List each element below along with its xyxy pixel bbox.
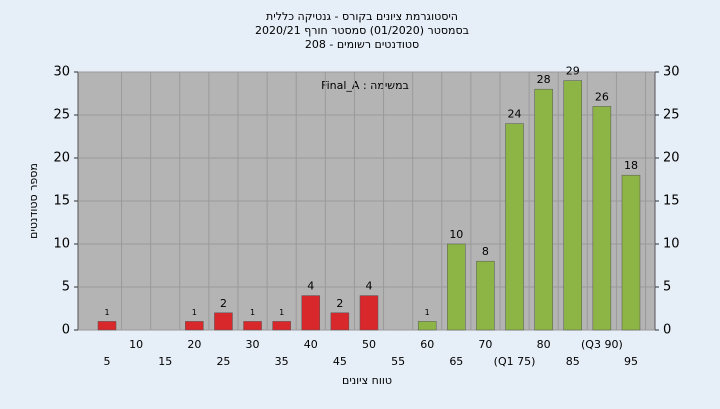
data-label: 18 <box>624 159 638 172</box>
chart-subtitle: סטודנטים רשומים - 208 <box>305 38 419 51</box>
data-label: 1 <box>104 308 109 317</box>
y-tick-label: 25 <box>53 108 70 123</box>
data-label: 2 <box>336 297 343 310</box>
bar <box>476 260 495 331</box>
data-label: 4 <box>307 280 314 293</box>
chart-subtitle: בסמסטר (01/2020) סמסטר חורף 2020/21 <box>255 24 469 37</box>
data-label: 1 <box>250 308 255 317</box>
x-tick-label: 50 <box>362 338 376 351</box>
annotation: Final_A : במשימה <box>321 79 409 92</box>
bar <box>359 295 379 331</box>
bar <box>563 80 583 331</box>
data-label: 1 <box>192 308 197 317</box>
bar <box>330 312 350 331</box>
y-tick-label: 10 <box>53 237 70 252</box>
bar <box>97 321 117 331</box>
x-tick-label: 70 <box>478 338 492 351</box>
x-axis-label: טווח ציונים <box>342 374 392 387</box>
x-tick-label: 60 <box>420 338 434 351</box>
y2-tick-label: 25 <box>663 108 680 123</box>
chart-title: היסטוגרמת ציונים בקורס - גנטיקה כללית <box>266 10 458 23</box>
bar <box>417 321 437 331</box>
data-label: 8 <box>482 245 489 258</box>
bar <box>505 123 524 331</box>
x-tick-label: 15 <box>158 355 172 368</box>
x-tick-label: (Q3 90) <box>581 338 623 351</box>
bar <box>214 312 233 331</box>
x-tick-label: 25 <box>216 355 230 368</box>
x-tick-label: 20 <box>187 338 201 351</box>
data-label: 28 <box>537 73 551 86</box>
x-tick-label: 40 <box>304 338 318 351</box>
bar <box>272 321 291 331</box>
bar <box>447 243 466 331</box>
data-label: 4 <box>365 280 372 293</box>
bar <box>243 321 262 331</box>
x-tick-label: 65 <box>449 355 463 368</box>
y-tick-label: 0 <box>62 323 70 338</box>
data-label: 1 <box>425 308 430 317</box>
x-tick-label: 30 <box>246 338 260 351</box>
y-tick-label: 20 <box>53 151 70 166</box>
x-tick-label: 45 <box>333 355 347 368</box>
y2-tick-label: 20 <box>663 151 680 166</box>
y-tick-label: 15 <box>53 194 70 209</box>
data-label: 26 <box>595 90 609 103</box>
data-label: 2 <box>220 297 227 310</box>
y-tick-label: 5 <box>62 280 70 295</box>
data-label: 1 <box>279 308 284 317</box>
bar <box>301 295 321 331</box>
y2-tick-label: 15 <box>663 194 680 209</box>
x-tick-label: 80 <box>537 338 551 351</box>
data-label: 29 <box>566 65 580 78</box>
y2-tick-label: 0 <box>663 323 671 338</box>
x-tick-label: 55 <box>391 355 405 368</box>
x-tick-label: 85 <box>566 355 580 368</box>
y2-tick-label: 10 <box>663 237 680 252</box>
y-tick-label: 30 <box>53 65 70 80</box>
y2-tick-label: 30 <box>663 65 680 80</box>
x-tick-label: 35 <box>275 355 289 368</box>
bar <box>534 88 553 331</box>
data-label: 24 <box>508 108 522 121</box>
data-label: 10 <box>449 228 463 241</box>
x-tick-label: 95 <box>624 355 638 368</box>
bar <box>592 106 612 331</box>
bar <box>185 321 204 331</box>
x-tick-label: 10 <box>129 338 143 351</box>
y2-tick-label: 5 <box>663 280 671 295</box>
x-tick-label: 5 <box>104 355 111 368</box>
x-tick-label: (Q1 75) <box>494 355 536 368</box>
bar <box>621 174 641 331</box>
y-axis-label: מספר סטודנטים <box>27 163 40 239</box>
